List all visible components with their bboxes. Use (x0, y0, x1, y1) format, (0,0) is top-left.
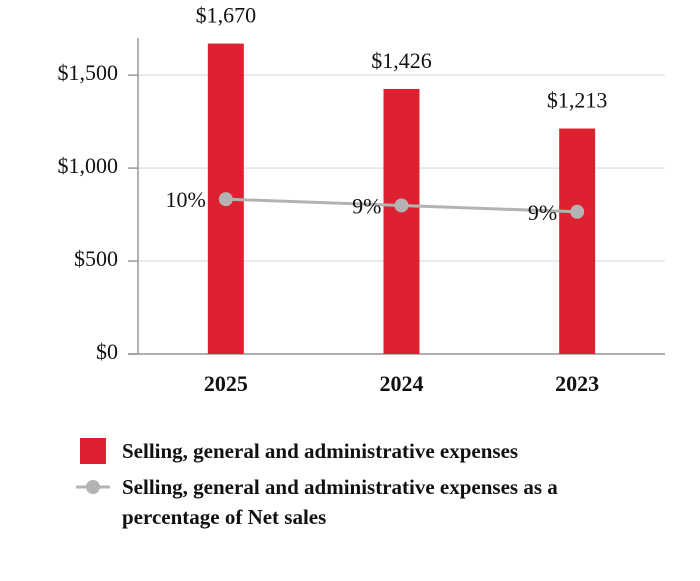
bar (383, 88, 420, 354)
legend-marker (86, 480, 100, 494)
line-marker (570, 204, 585, 219)
bar (559, 128, 596, 354)
x-tick-label: 2023 (555, 371, 599, 396)
legend-label: Selling, general and administrative expe… (122, 439, 519, 463)
y-tick-label: $0 (96, 339, 118, 364)
bar-value-label: $1,426 (371, 48, 432, 73)
line-marker (394, 198, 409, 213)
y-tick-label: $1,500 (58, 60, 119, 85)
line-marker (218, 192, 233, 207)
y-tick-label: $1,000 (58, 153, 119, 178)
bar-value-label: $1,213 (547, 88, 608, 113)
legend-swatch (80, 438, 106, 464)
x-tick-label: 2025 (204, 371, 248, 396)
line-value-label: 9% (528, 200, 557, 225)
y-tick-label: $500 (74, 246, 118, 271)
bar-value-label: $1,670 (196, 3, 257, 28)
line-value-label: 10% (166, 187, 206, 212)
x-tick-label: 2024 (380, 371, 424, 396)
legend-label: Selling, general and administrative expe… (122, 475, 558, 529)
line-value-label: 9% (352, 194, 381, 219)
